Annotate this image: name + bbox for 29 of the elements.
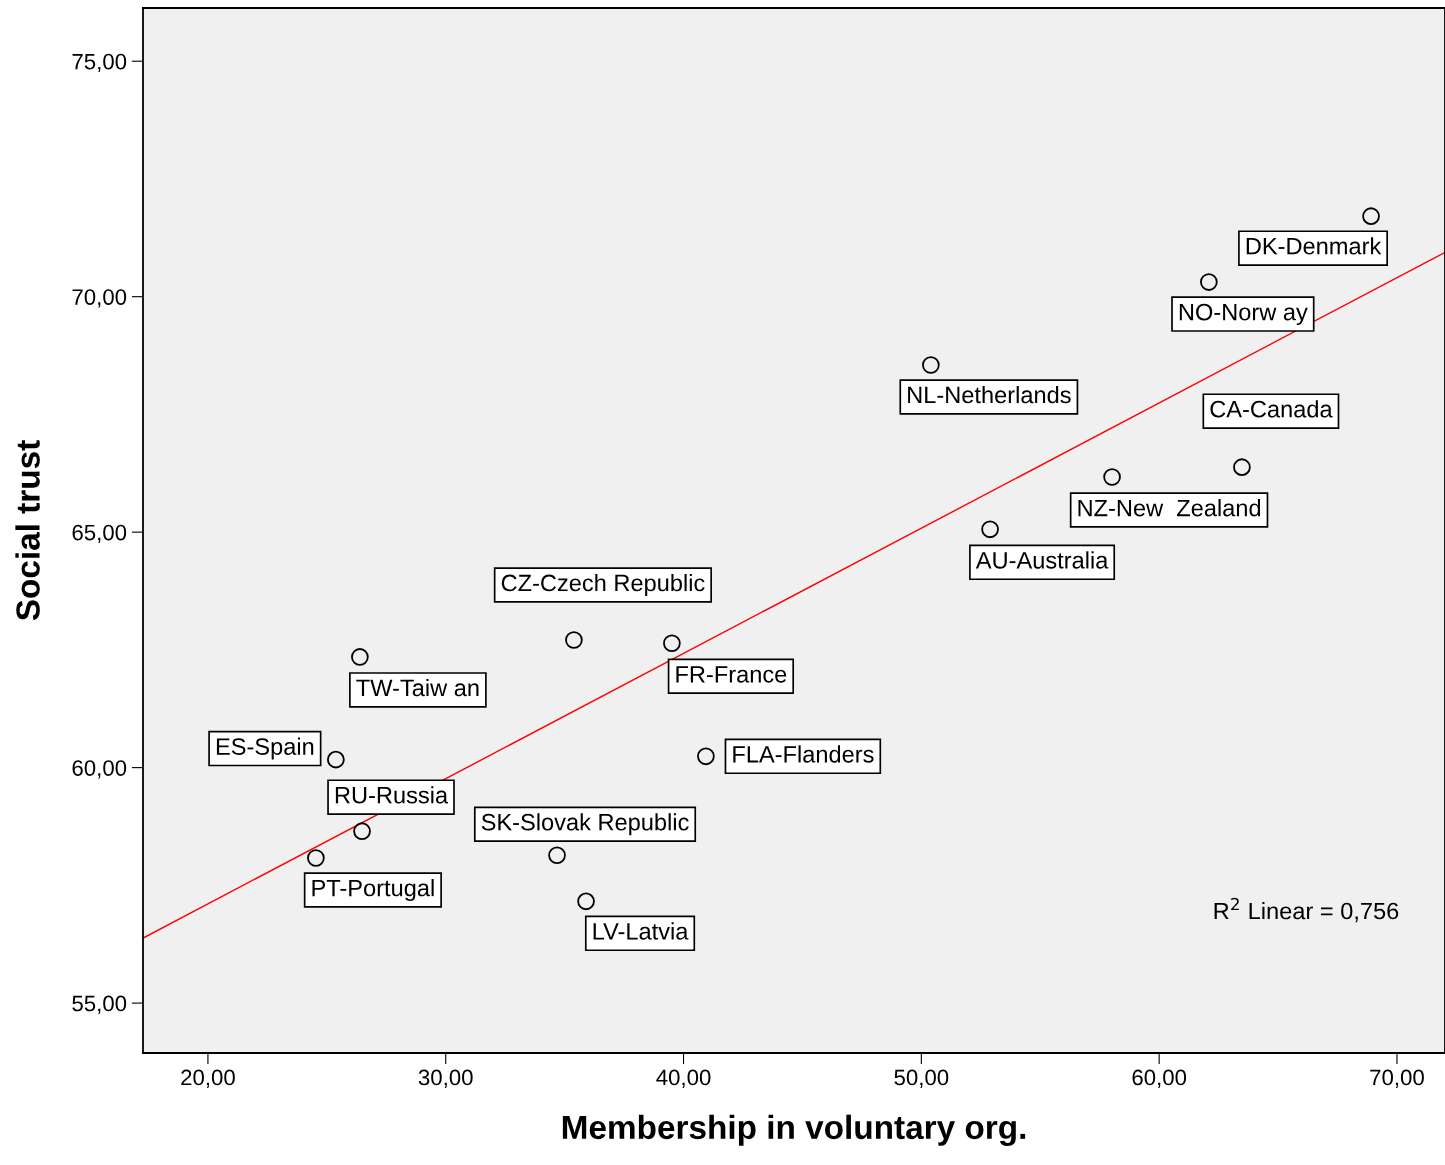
annotation: LV-Latvia [593, 922, 689, 940]
y-tick-label: 55,00 [72, 995, 127, 1014]
x-tick-label: 60,00 [1132, 1069, 1187, 1088]
annotation: FR-France [676, 666, 787, 683]
annotation: NL-Netherlands [908, 385, 1071, 404]
y-tick-label: 60,00 [72, 760, 127, 779]
annotation: R$^{2}$ Linear = 0,756 [1214, 897, 1399, 923]
y-tick-label: 75,00 [72, 53, 127, 73]
x-tick-label: 50,00 [894, 1069, 949, 1088]
x-axis-title: Membership in voluntary org. [562, 1114, 1026, 1146]
annotation: FLA-Flanders [733, 745, 874, 763]
annotation: NZ-New Zealand [1078, 499, 1261, 517]
x-tick-label: 40,00 [656, 1069, 711, 1088]
annotation: AU-Australia [975, 551, 1109, 569]
annotation: RU-Russia [335, 786, 449, 804]
y-axis-title: Social trust [15, 440, 40, 621]
annotation: ES-Spain [216, 737, 314, 760]
x-tick-label: 70,00 [1370, 1069, 1424, 1088]
x-tick-label: 20,00 [181, 1069, 235, 1088]
y-tick-label: 65,00 [72, 524, 127, 544]
annotation: NO-Norw ay [1179, 303, 1308, 326]
annotation: SK-Slovak Republic [481, 813, 689, 836]
y-tick-label: 70,00 [72, 289, 127, 308]
annotation: DK-Denmark [1246, 237, 1382, 255]
x-tick-label: 30,00 [418, 1069, 473, 1088]
annotation: CA-Canada [1210, 400, 1333, 418]
annotation: PT-Portugal [312, 879, 434, 902]
annotation: CZ-Czech Republic [501, 573, 705, 596]
annotation: TW-Taiw an [356, 678, 479, 697]
